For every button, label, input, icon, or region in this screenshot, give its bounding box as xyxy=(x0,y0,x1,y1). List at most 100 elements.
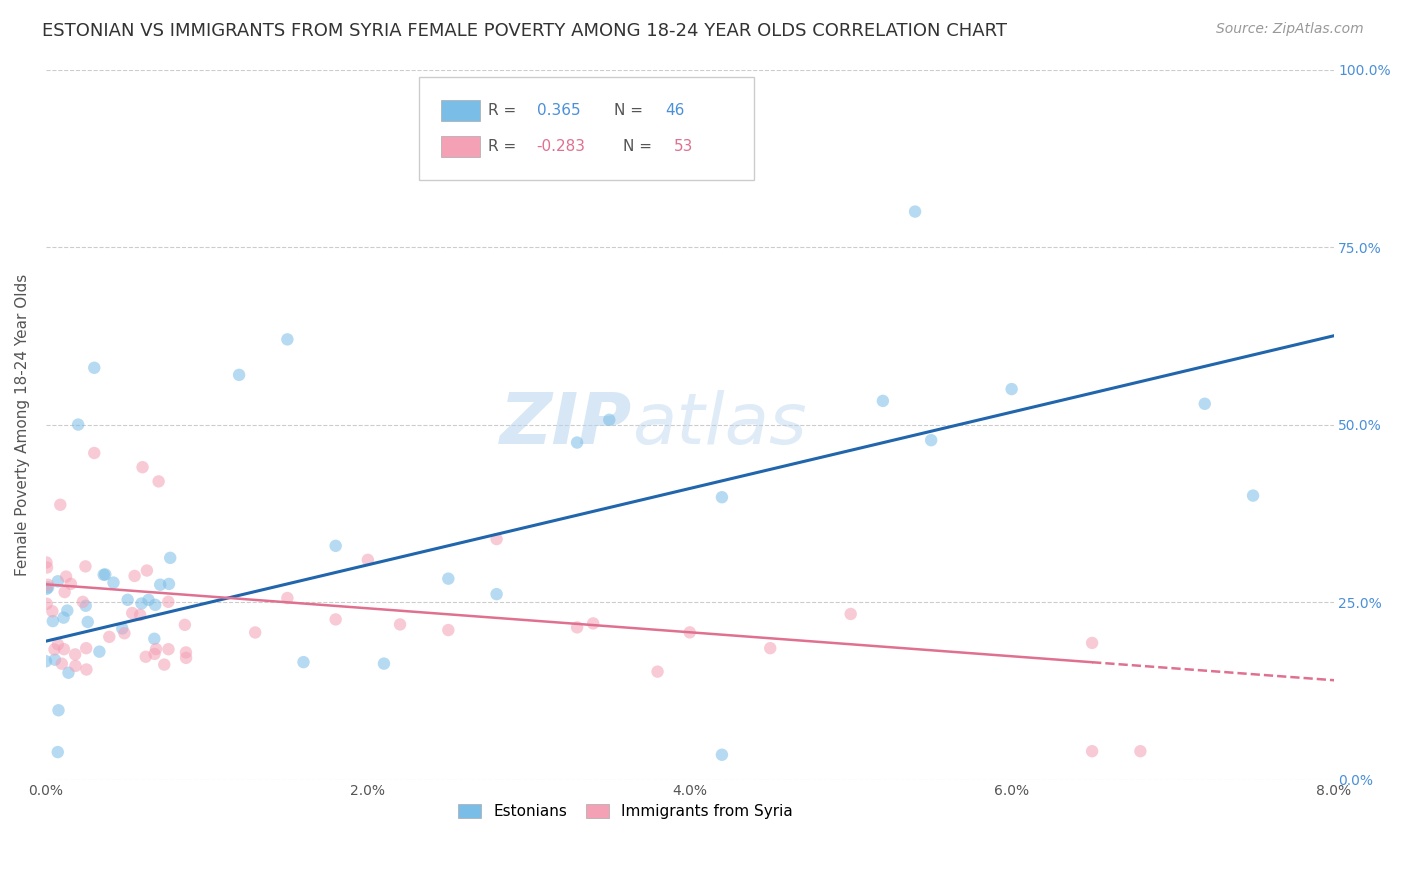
Point xyxy=(872,393,894,408)
Text: atlas: atlas xyxy=(631,390,807,459)
Point xyxy=(710,747,733,762)
Point xyxy=(58,665,80,680)
Point xyxy=(111,622,134,636)
Text: N =: N = xyxy=(614,103,648,119)
Point xyxy=(75,559,97,574)
Point xyxy=(485,587,508,601)
Point xyxy=(153,657,176,672)
Point xyxy=(437,572,460,586)
Point xyxy=(647,665,669,679)
Point xyxy=(63,648,86,662)
Point xyxy=(565,620,588,634)
Point xyxy=(276,332,298,346)
Point xyxy=(75,663,97,677)
Point xyxy=(35,560,58,574)
Point xyxy=(83,360,105,375)
Point xyxy=(83,446,105,460)
Point xyxy=(46,745,69,759)
Point xyxy=(1081,636,1104,650)
Point xyxy=(124,569,146,583)
Point xyxy=(174,651,197,665)
Text: 46: 46 xyxy=(665,103,685,119)
Point xyxy=(143,647,166,661)
Point xyxy=(46,574,69,589)
Bar xyxy=(441,136,479,157)
Point xyxy=(174,645,197,659)
Point xyxy=(173,617,195,632)
Point xyxy=(143,632,166,646)
Point xyxy=(710,490,733,504)
Point xyxy=(325,612,347,626)
Point xyxy=(1194,397,1216,411)
Point xyxy=(228,368,250,382)
Text: -0.283: -0.283 xyxy=(537,139,585,153)
Text: R =: R = xyxy=(488,103,520,119)
Point xyxy=(55,569,77,583)
Text: ZIP: ZIP xyxy=(499,390,631,459)
Point xyxy=(98,630,121,644)
Y-axis label: Female Poverty Among 18-24 Year Olds: Female Poverty Among 18-24 Year Olds xyxy=(15,274,30,575)
Point xyxy=(1241,489,1264,503)
Point xyxy=(48,703,70,717)
Point xyxy=(245,625,267,640)
Point xyxy=(138,592,160,607)
Bar xyxy=(441,100,479,121)
Text: 0.365: 0.365 xyxy=(537,103,581,119)
Point xyxy=(437,623,460,637)
Text: ESTONIAN VS IMMIGRANTS FROM SYRIA FEMALE POVERTY AMONG 18-24 YEAR OLDS CORRELATI: ESTONIAN VS IMMIGRANTS FROM SYRIA FEMALE… xyxy=(42,22,1007,40)
Point xyxy=(157,577,180,591)
Point xyxy=(35,582,58,596)
Point xyxy=(357,553,380,567)
Point xyxy=(42,614,65,628)
Point xyxy=(157,642,180,657)
Point xyxy=(35,654,58,668)
Point xyxy=(159,550,181,565)
Point xyxy=(52,610,75,624)
Point xyxy=(131,460,153,475)
Point xyxy=(53,585,76,599)
Text: 53: 53 xyxy=(675,139,693,153)
Text: R =: R = xyxy=(488,139,520,153)
Point xyxy=(35,597,58,611)
FancyBboxPatch shape xyxy=(419,77,754,179)
Point xyxy=(93,567,115,582)
Point xyxy=(325,539,347,553)
Point xyxy=(49,498,72,512)
Point xyxy=(103,575,125,590)
Point xyxy=(89,645,111,659)
Point xyxy=(276,591,298,605)
Point xyxy=(129,607,152,622)
Point xyxy=(52,642,75,657)
Text: Source: ZipAtlas.com: Source: ZipAtlas.com xyxy=(1216,22,1364,37)
Point xyxy=(41,604,63,618)
Point xyxy=(839,607,862,621)
Point xyxy=(37,578,59,592)
Point xyxy=(44,653,66,667)
Point xyxy=(44,642,66,657)
Point xyxy=(565,435,588,450)
Point xyxy=(37,580,59,594)
Point xyxy=(1081,744,1104,758)
Point xyxy=(1129,744,1152,758)
Text: N =: N = xyxy=(623,139,657,153)
Point xyxy=(117,592,139,607)
Point xyxy=(148,475,170,489)
Point xyxy=(35,556,58,570)
Legend: Estonians, Immigrants from Syria: Estonians, Immigrants from Syria xyxy=(453,798,799,825)
Point xyxy=(56,603,79,617)
Point xyxy=(157,595,180,609)
Point xyxy=(920,433,942,447)
Point xyxy=(149,578,172,592)
Point xyxy=(51,657,73,671)
Point xyxy=(121,606,143,620)
Point xyxy=(904,204,927,219)
Point xyxy=(582,616,605,631)
Point xyxy=(598,413,620,427)
Point xyxy=(679,625,702,640)
Point xyxy=(389,617,412,632)
Point xyxy=(131,597,153,611)
Point xyxy=(1001,382,1024,396)
Point xyxy=(75,641,97,656)
Point xyxy=(145,642,167,657)
Point xyxy=(94,567,117,582)
